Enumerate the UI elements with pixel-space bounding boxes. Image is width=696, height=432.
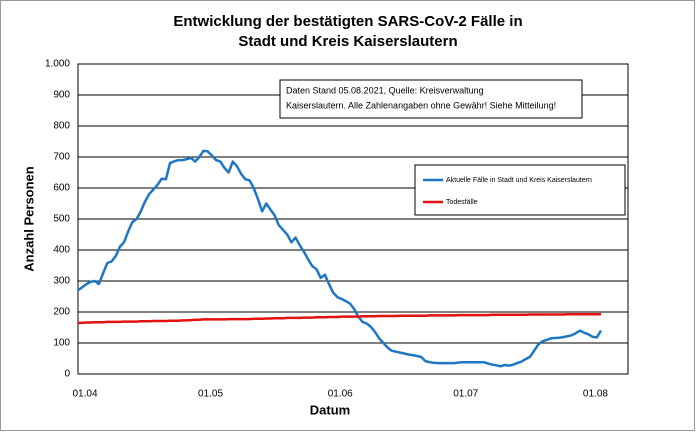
x-tick-label: 01.07	[453, 389, 478, 400]
plot-area	[77, 63, 629, 375]
y-tick-label: 900	[53, 90, 70, 101]
x-tick-label: 01.06	[328, 389, 353, 400]
chart-title: Stadt und Kreis Kaiserslautern	[238, 33, 457, 50]
y-tick-label: 800	[53, 121, 70, 132]
legend-label: Aktuelle Fälle in Stadt und Kreis Kaiser…	[446, 177, 592, 184]
y-tick-label: 0	[64, 369, 70, 380]
annotation-box	[279, 79, 583, 119]
x-tick-label: 01.08	[583, 389, 608, 400]
y-tick-label: 300	[53, 276, 70, 287]
y-tick-label: 1.000	[45, 59, 70, 70]
y-tick-label: 100	[53, 338, 70, 349]
line-series	[77, 149, 603, 368]
legend-label: Todesfälle	[446, 199, 478, 206]
x-axis-label: Datum	[310, 402, 350, 417]
y-tick-label: 200	[53, 307, 70, 318]
x-tick-label: 01.04	[72, 389, 97, 400]
x-tick-label: 01.05	[198, 389, 223, 400]
line-series	[78, 312, 601, 325]
legend-box	[414, 164, 626, 216]
y-tick-label: 600	[53, 183, 70, 194]
y-axis-label: Anzahl Personen	[21, 166, 36, 272]
y-tick-label: 700	[53, 152, 70, 163]
annotation-text: Daten Stand 05.08.2021, Quelle: Kreisver…	[286, 85, 484, 95]
annotation-text: Kaiserslautern. Alle Zahlenangaben ohne …	[286, 100, 556, 110]
y-tick-label: 400	[53, 245, 70, 256]
chart-title: Entwicklung der bestätigten SARS-CoV-2 F…	[173, 13, 522, 30]
y-tick-label: 500	[53, 214, 70, 225]
